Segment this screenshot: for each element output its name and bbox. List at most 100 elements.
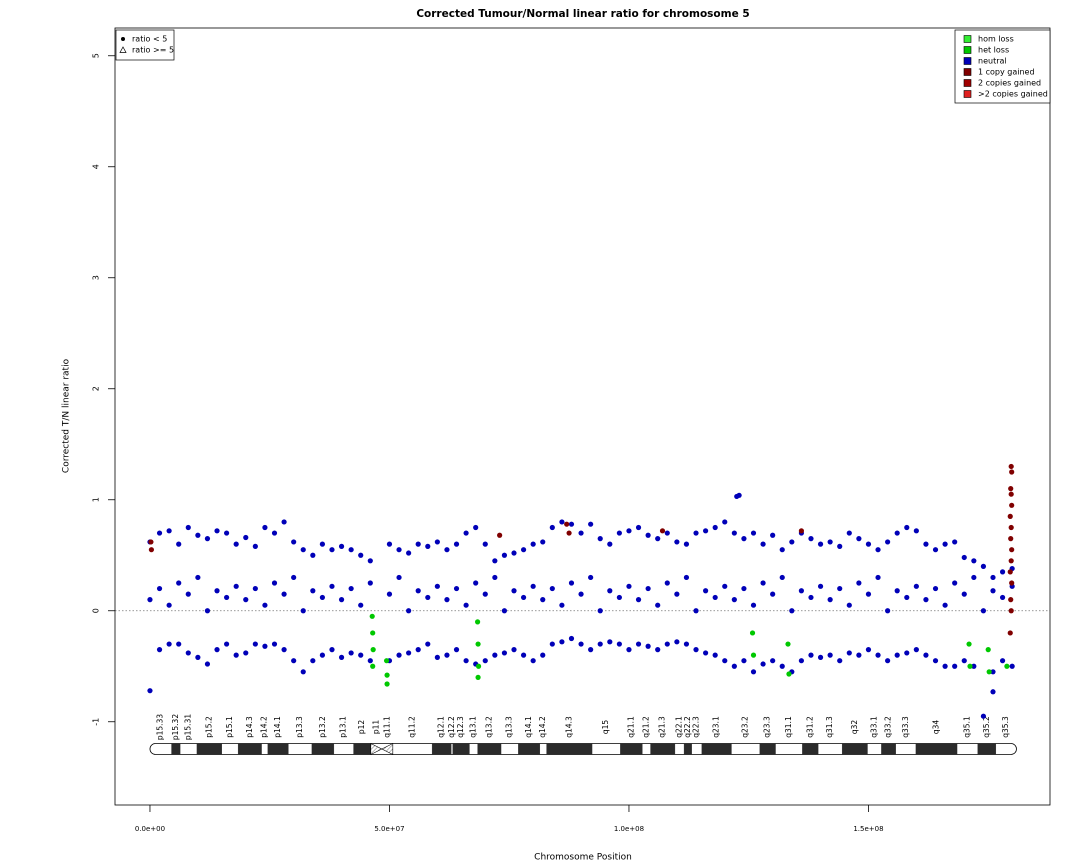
data-point [291,658,297,664]
band-label: p15.31 [184,714,193,740]
data-point [338,597,345,603]
data-point [262,602,268,608]
band-label: q35.2 [982,716,991,738]
data-point [1009,663,1015,669]
data-point [760,580,766,586]
data-point [942,541,948,547]
data-point [204,661,211,667]
ideogram-band [701,743,732,755]
data-point [846,650,852,656]
data-point [786,671,792,677]
data-point [185,524,191,531]
data-point [932,547,939,553]
band-label: q22.1 [674,716,683,738]
data-point [952,539,958,545]
data-point [1008,486,1014,492]
legend-label: 2 copies gained [978,79,1041,88]
data-point [415,588,421,594]
data-point [319,652,326,658]
data-point [645,585,651,592]
data-point [370,647,376,653]
data-point [659,528,666,534]
data-point [750,652,757,658]
data-point [674,591,680,597]
data-point [291,574,297,581]
data-point [655,536,661,542]
data-point [736,492,742,498]
data-point [693,530,699,536]
x-axis-label: Chromosome Position [534,853,632,863]
data-point [904,650,910,656]
data-point [540,652,546,658]
data-point [310,552,316,558]
data-point [243,597,249,603]
data-point [607,639,613,645]
band-label: p11 [371,720,380,735]
y-axis-label: Corrected T/N linear ratio [62,358,72,473]
data-point [798,588,805,594]
data-point [971,558,977,564]
data-point [990,574,996,581]
data-point [501,650,508,656]
band-label: q13.2 [484,716,493,738]
data-point [961,591,967,597]
data-point [453,647,460,653]
data-point [492,652,498,658]
data-point [760,661,766,667]
data-point [770,658,776,664]
legend-label: 1 copy gained [978,68,1035,77]
data-point [616,530,622,536]
data-point [674,539,680,545]
data-point [722,583,728,589]
data-point [967,663,973,669]
data-point [568,635,575,642]
data-point [798,528,805,534]
data-point [492,574,498,581]
data-point [383,658,390,664]
data-point [990,669,996,675]
data-point [1004,663,1010,669]
data-point [156,647,163,653]
data-point [501,608,508,614]
band-label: q13.1 [469,716,478,738]
ideogram-band [841,743,868,755]
data-point [453,541,460,547]
data-point [750,602,757,608]
data-point [300,669,306,675]
band-label: q11.1 [382,716,391,738]
data-point [195,532,201,538]
data-point [999,569,1006,575]
data-point [971,574,977,581]
plot-frame [114,27,1051,806]
data-point [990,588,996,594]
data-point [224,530,230,536]
band-label: q21.2 [641,716,650,738]
data-point [319,541,326,547]
data-point [520,652,527,658]
band-label: p13.3 [295,716,304,738]
data-point [148,547,155,553]
band-label: p13.2 [318,716,327,738]
data-point [329,547,335,553]
data-point [865,591,872,597]
data-point [434,539,440,545]
data-point [885,539,891,545]
data-point [482,541,488,547]
data-point [444,652,450,658]
data-point [750,530,757,536]
band-label: q31.2 [805,716,814,738]
data-point [406,608,412,614]
ideogram-band [620,743,643,755]
data-point [635,641,642,647]
band-label: p15.32 [171,714,180,740]
data-point [966,641,972,647]
data-point [384,672,390,678]
band-label: q35.3 [1001,716,1010,738]
y-tick-label: 4 [92,164,101,169]
data-point [980,713,987,719]
data-point [1009,502,1015,508]
data-point [473,580,479,586]
data-point [923,541,929,547]
data-point [865,647,872,653]
data-point [616,641,622,647]
